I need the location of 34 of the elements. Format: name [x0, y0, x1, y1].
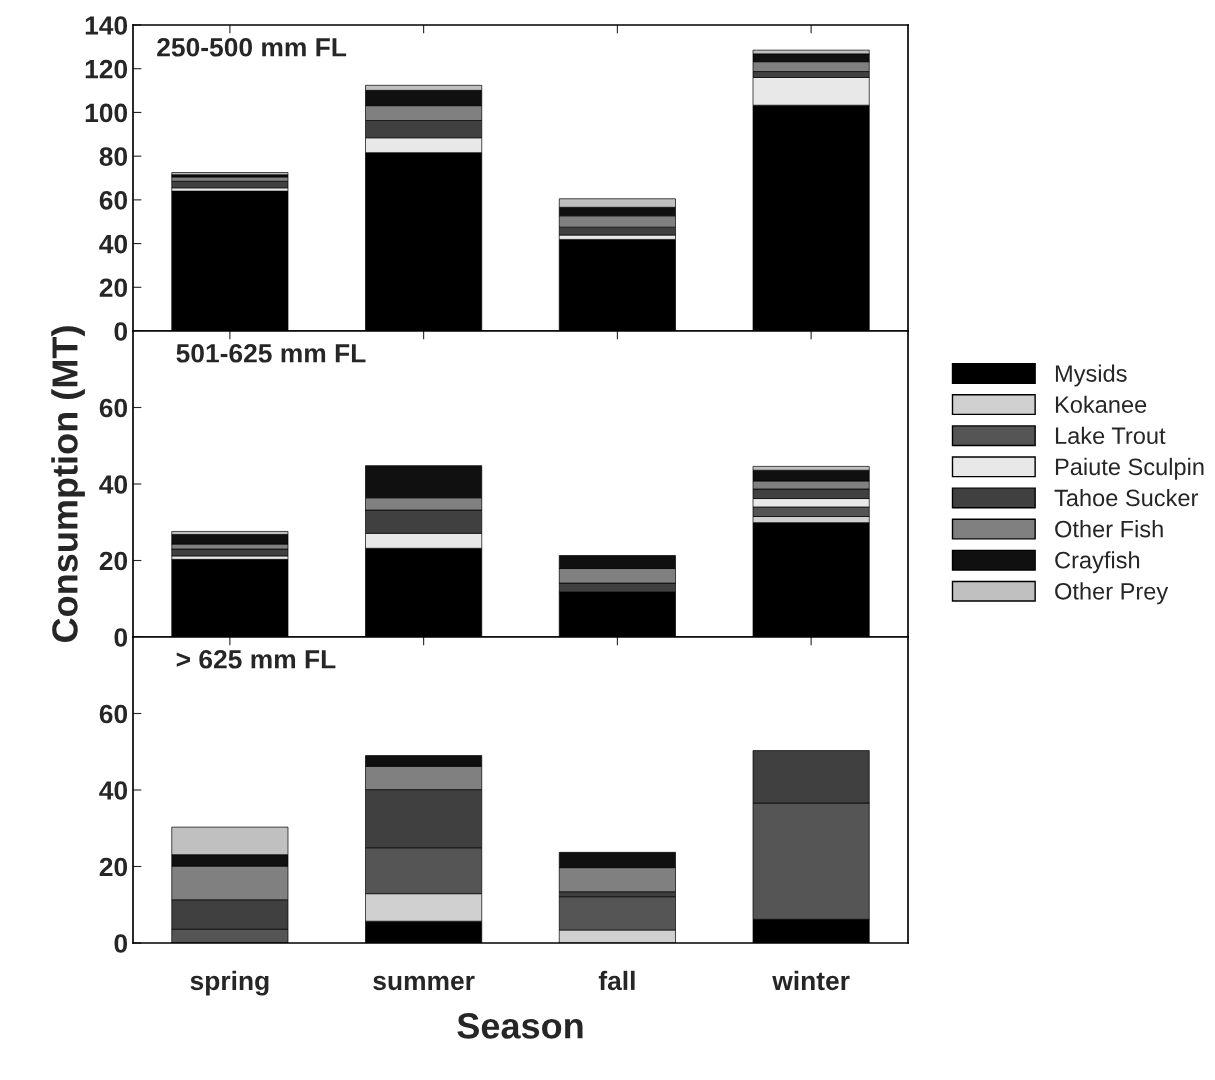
legend-label: Other Fish — [1055, 520, 1163, 538]
x-tick-label: winter — [772, 970, 850, 991]
y-tick-label: 100 — [85, 103, 128, 123]
y-tick-label: 20 — [99, 857, 128, 877]
y-tick-label: 0 — [114, 322, 128, 341]
legend-label: Crayfish — [1055, 551, 1140, 574]
annotation: 501-625 mm FL — [176, 343, 366, 363]
y-tick-label: 60 — [99, 190, 128, 210]
x-tick-label: spring — [190, 970, 269, 996]
bar — [171, 548, 289, 557]
y-tick-label: 40 — [99, 234, 128, 254]
y-tick-label: 20 — [99, 278, 128, 298]
legend-label: Tahoe Sucker — [1054, 488, 1198, 507]
legend-label: Paiute Sculpin — [1055, 457, 1204, 480]
annotation: 250-500 mm FL — [157, 37, 347, 57]
y-tick-label: 40 — [99, 475, 128, 494]
x-tick-label: summer — [373, 975, 475, 991]
y-tick-label: 40 — [99, 781, 128, 800]
y-tick-label: 60 — [99, 704, 128, 724]
y-tick-label: 20 — [99, 551, 128, 571]
legend-label: Kokanee — [1055, 395, 1147, 413]
legend-label: Mysids — [1055, 364, 1127, 387]
y-tick-label: 0 — [114, 628, 128, 647]
y-axis-title: Consumption (MT) — [51, 326, 85, 642]
x-axis-title: Season — [457, 1013, 583, 1039]
x-tick-label: fall — [598, 970, 635, 991]
annotation: > 625 mm FL — [176, 649, 336, 669]
y-tick-label: 80 — [99, 147, 128, 166]
legend-label: Other Prey — [1055, 582, 1169, 605]
y-tick-label: 140 — [85, 16, 128, 35]
y-tick-label: 120 — [85, 59, 128, 79]
legend-label: Lake Trout — [1055, 426, 1166, 445]
y-tick-label: 0 — [114, 934, 128, 953]
y-tick-label: 60 — [99, 398, 128, 418]
